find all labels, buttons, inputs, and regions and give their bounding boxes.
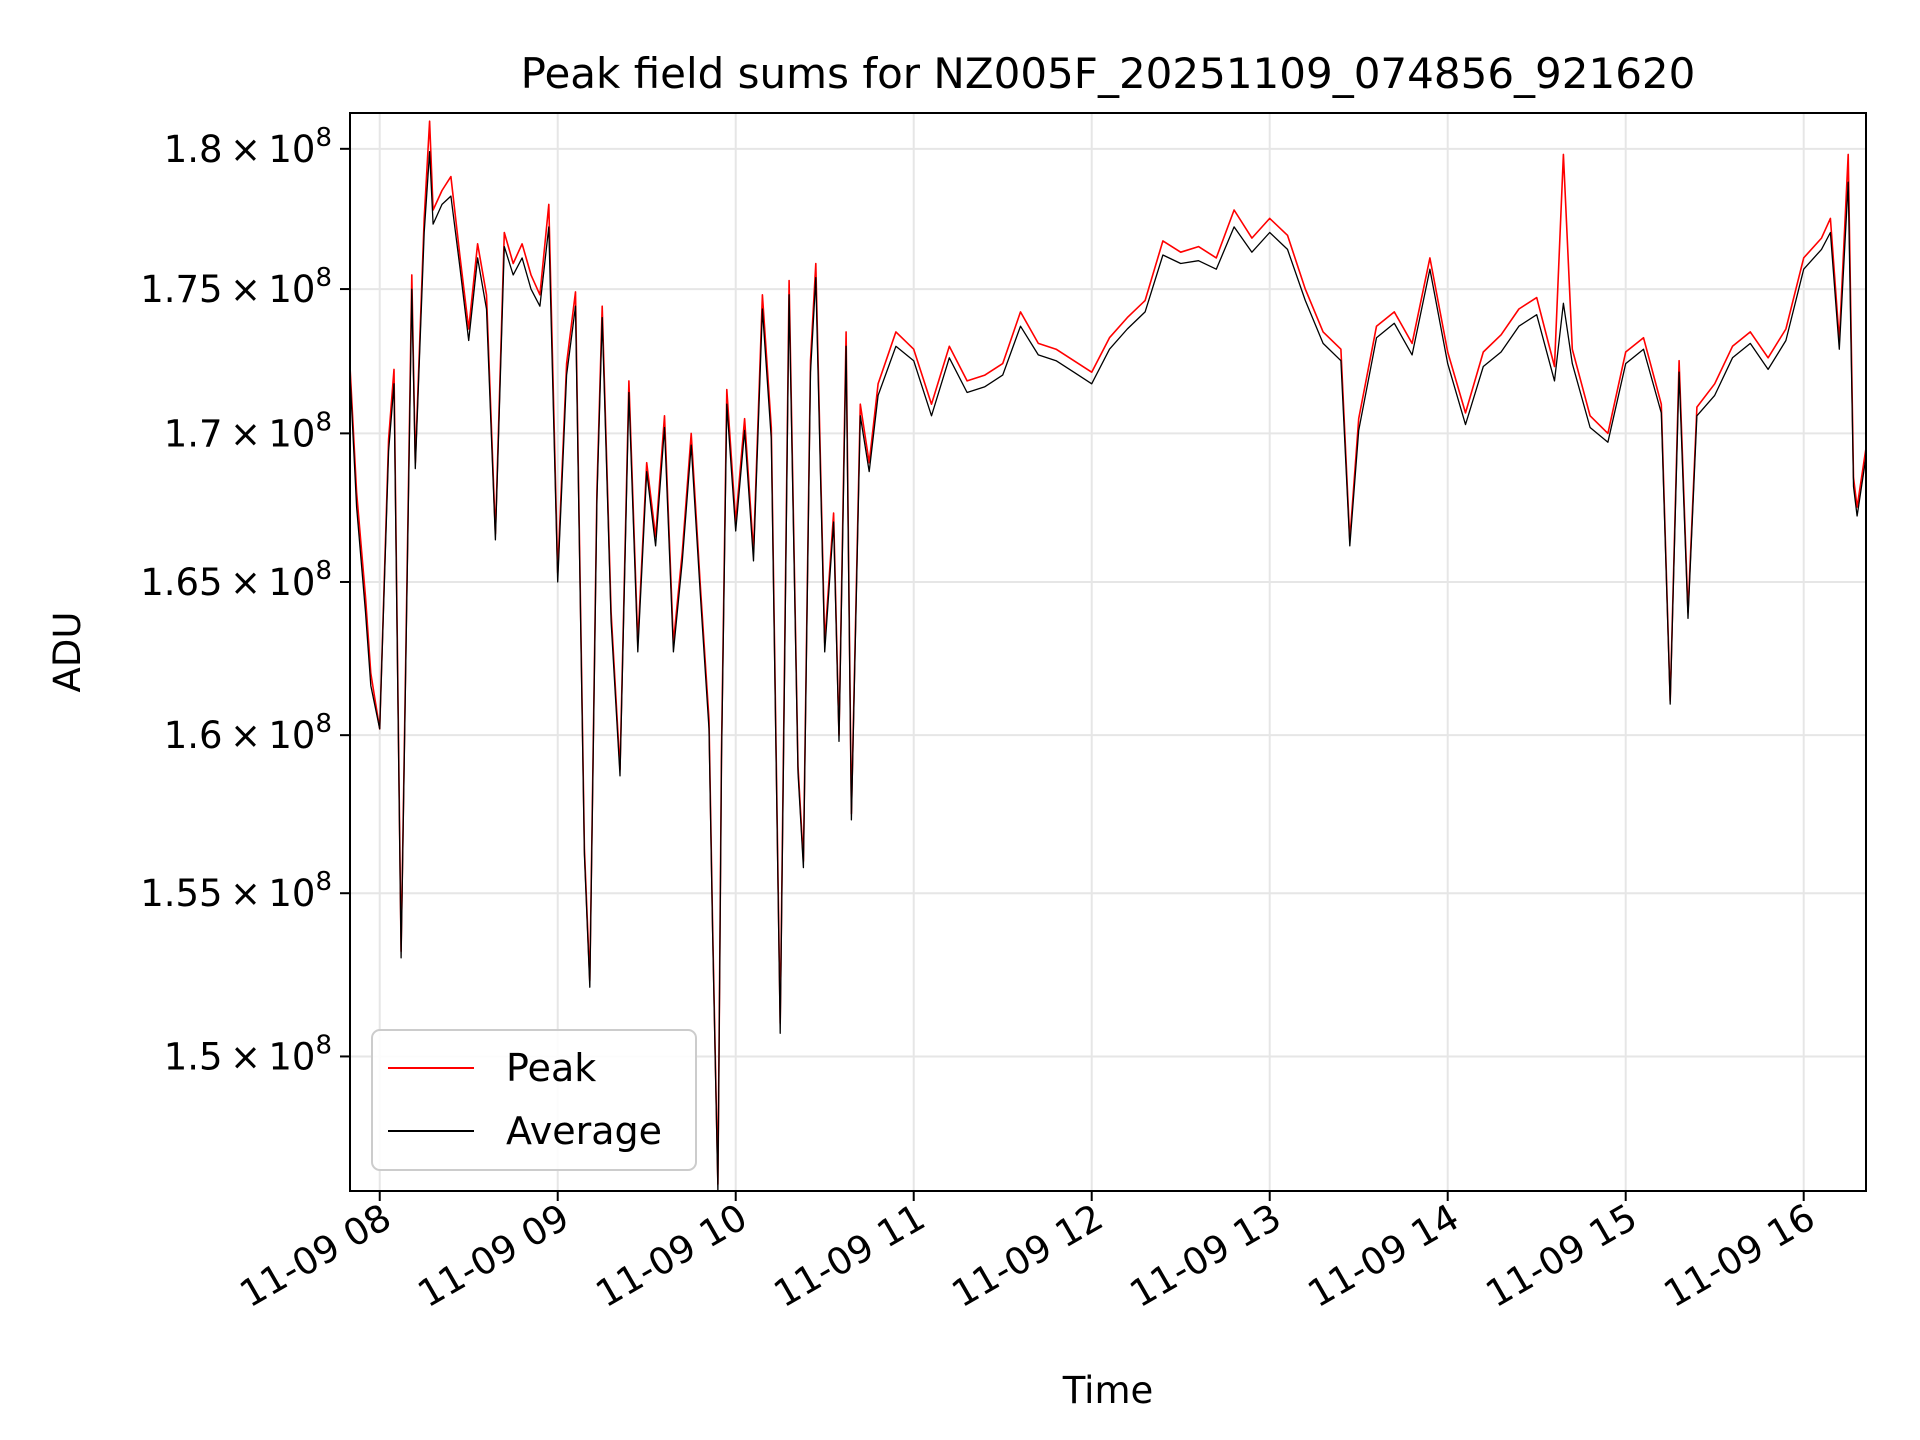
y-tick-times: × xyxy=(223,872,269,915)
plot-frame xyxy=(349,112,1867,1192)
y-tick-mantissa: 1.7 xyxy=(164,412,223,455)
y-tick-exponent: 8 xyxy=(315,709,332,739)
y-tick-mantissa: 1.55 xyxy=(140,872,222,915)
y-tick-exponent: 8 xyxy=(315,867,332,897)
y-tick-mantissa: 1.75 xyxy=(140,268,222,311)
y-tick-exponent: 8 xyxy=(315,1030,332,1060)
legend-average-label: Average xyxy=(506,1109,662,1153)
y-tick-label: 1.6 × 108 xyxy=(164,709,332,757)
chart-title: Peak field sums for NZ005F_20251109_0748… xyxy=(521,49,1696,98)
y-tick-mantissa: 1.65 xyxy=(140,561,222,604)
series-lines xyxy=(350,120,1866,1191)
y-tick-times: × xyxy=(223,1035,269,1078)
y-tick-mantissa: 1.5 xyxy=(164,1035,223,1078)
y-tick-exponent: 8 xyxy=(315,123,332,153)
y-tick-times: × xyxy=(223,412,269,455)
legend: Peak Average xyxy=(371,1029,697,1171)
y-tick-base: 10 xyxy=(268,872,315,915)
y-axis-label: ADU xyxy=(46,612,89,693)
series-peak-line xyxy=(350,120,1866,1185)
y-tick-label: 1.5 × 108 xyxy=(164,1030,332,1078)
y-tick-mantissa: 1.6 xyxy=(164,714,223,757)
x-axis-label: Time xyxy=(1062,1369,1154,1412)
grid-lines xyxy=(350,113,1866,1191)
y-tick-times: × xyxy=(223,714,269,757)
y-tick-label: 1.75 × 108 xyxy=(140,263,332,311)
y-tick-base: 10 xyxy=(268,268,315,311)
y-tick-base: 10 xyxy=(268,128,315,171)
y-tick-label: 1.65 × 108 xyxy=(140,556,332,604)
y-tick-base: 10 xyxy=(268,714,315,757)
y-tick-base: 10 xyxy=(268,1035,315,1078)
y-tick-exponent: 8 xyxy=(315,263,332,293)
y-tick-mantissa: 1.8 xyxy=(164,128,223,171)
series-average-line xyxy=(350,150,1866,1191)
y-tick-base: 10 xyxy=(268,412,315,455)
y-tick-label: 1.8 × 108 xyxy=(164,123,332,171)
y-tick-label: 1.55 × 108 xyxy=(140,867,332,915)
y-tick-times: × xyxy=(223,128,269,171)
y-tick-times: × xyxy=(223,268,269,311)
y-tick-label: 1.7 × 108 xyxy=(164,407,332,455)
y-tick-exponent: 8 xyxy=(315,556,332,586)
legend-peak-label: Peak xyxy=(506,1046,596,1090)
y-tick-exponent: 8 xyxy=(315,407,332,437)
legend-box xyxy=(371,1029,697,1171)
y-tick-times: × xyxy=(223,561,269,604)
y-tick-base: 10 xyxy=(268,561,315,604)
